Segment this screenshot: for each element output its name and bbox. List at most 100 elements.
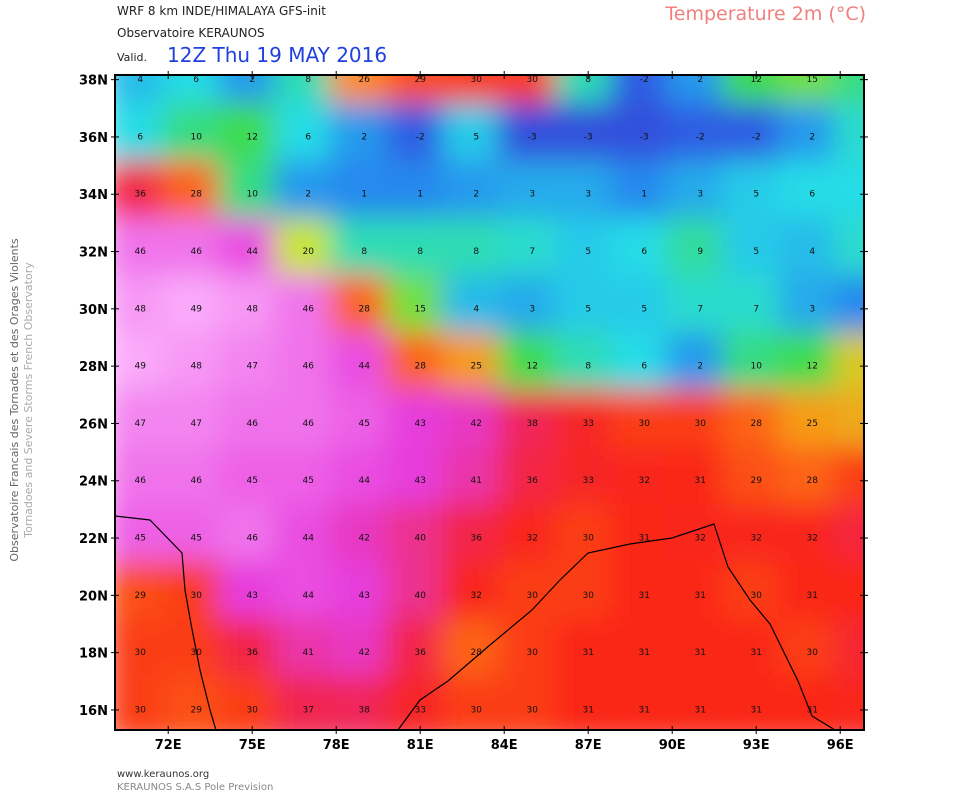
temp-label: 30: [526, 75, 538, 85]
lon-label: 72E: [155, 738, 182, 753]
temp-label: 8: [473, 247, 479, 257]
temp-label: 5: [641, 304, 647, 314]
temp-label: 12: [246, 132, 257, 142]
lon-label: 90E: [659, 738, 686, 753]
temp-label: 43: [414, 476, 425, 486]
temp-label: 36: [134, 190, 146, 200]
lat-label: 34N: [79, 188, 108, 203]
temp-label: 46: [190, 476, 202, 486]
temp-label: 10: [750, 362, 762, 372]
temp-label: 46: [302, 362, 314, 372]
temp-cell: [834, 561, 864, 630]
temp-label: -3: [584, 132, 593, 142]
temp-label: 44: [246, 247, 258, 257]
temp-label: 49: [190, 304, 202, 314]
temp-label: 45: [358, 419, 369, 429]
temp-label: 6: [641, 362, 647, 372]
temp-label: 36: [526, 476, 538, 486]
temp-label: 25: [806, 419, 817, 429]
temp-label: 2: [697, 75, 703, 85]
temp-label: 12: [750, 75, 761, 85]
lon-label: 96E: [827, 738, 854, 753]
temp-label: 46: [190, 247, 202, 257]
temp-label: 28: [414, 362, 426, 372]
temp-label: 6: [809, 190, 815, 200]
lat-label: 26N: [79, 417, 108, 432]
temp-label: 20: [302, 247, 314, 257]
temp-label: 31: [638, 705, 649, 715]
temp-label: 3: [809, 304, 815, 314]
temp-label: 30: [750, 591, 762, 601]
temp-label: 6: [641, 247, 647, 257]
temp-label: 12: [806, 362, 817, 372]
temp-label: 31: [806, 591, 817, 601]
temp-label: 47: [190, 419, 201, 429]
temp-label: 31: [638, 534, 649, 544]
temp-label: 49: [134, 362, 146, 372]
temp-label: 30: [526, 648, 538, 658]
temp-label: 6: [137, 132, 143, 142]
map-field: 4 6 2 8 26 29 30 30 8 -2 2 12 15 106 10 12 6 2 -2 5 -3 -3 -3 -2…: [115, 75, 864, 730]
temp-label: 30: [526, 705, 538, 715]
temp-label: 30: [582, 534, 594, 544]
temp-label: 30: [694, 419, 706, 429]
lat-label: 16N: [79, 704, 108, 719]
temp-label: 29: [134, 591, 146, 601]
org-title: Observatoire KERAUNOS: [117, 26, 265, 40]
temp-label: 8: [585, 75, 591, 85]
temp-label: 7: [753, 304, 759, 314]
lon-label: 87E: [575, 738, 602, 753]
temp-label: 30: [638, 419, 650, 429]
temp-cell: [834, 446, 864, 515]
temp-label: 5: [753, 247, 759, 257]
temp-label: -2: [696, 132, 705, 142]
temp-label: 3: [529, 190, 535, 200]
field-title: Temperature 2m (°C): [664, 3, 866, 25]
temp-label: 5: [473, 132, 479, 142]
temp-label: 28: [358, 304, 370, 314]
temp-label: 4: [809, 247, 815, 257]
lon-label: 78E: [323, 738, 350, 753]
footer-site: www.keraunos.org: [117, 769, 209, 780]
temp-label: 1: [641, 190, 647, 200]
temp-label: 29: [750, 476, 762, 486]
temp-label: 5: [585, 304, 591, 314]
temp-label: 47: [134, 419, 145, 429]
temp-label: 36: [470, 534, 482, 544]
temp-cell: [834, 389, 864, 458]
temp-label: 31: [694, 476, 705, 486]
temp-label: 28: [190, 190, 202, 200]
lat-label: 38N: [79, 74, 108, 89]
temp-label: 28: [470, 648, 482, 658]
temp-label: 43: [414, 419, 425, 429]
temp-label: 2: [809, 132, 815, 142]
temp-label: 30: [470, 75, 482, 85]
temp-cell: [834, 274, 864, 343]
temp-label: 31: [806, 705, 817, 715]
temp-label: -2: [752, 132, 761, 142]
temp-label: -2: [640, 75, 649, 85]
coastline: [115, 515, 836, 730]
temp-label: 31: [750, 648, 761, 658]
temp-label: 26: [358, 75, 370, 85]
lon-label: 84E: [491, 738, 518, 753]
temp-label: 48: [190, 362, 202, 372]
temp-label: 3: [585, 190, 591, 200]
temp-label: 30: [526, 591, 538, 601]
temp-label: 31: [638, 591, 649, 601]
temp-label: 30: [806, 648, 818, 658]
temp-label: 33: [582, 419, 593, 429]
temp-label: -3: [640, 132, 649, 142]
temp-label: 6: [193, 75, 199, 85]
temp-label: 29: [414, 75, 426, 85]
temp-label: 2: [249, 75, 255, 85]
temp-label: 31: [750, 705, 761, 715]
temp-label: 3: [529, 304, 535, 314]
temp-label: 44: [358, 476, 370, 486]
temp-label: 8: [361, 247, 367, 257]
temp-label: 9: [697, 247, 703, 257]
temp-label: 32: [750, 534, 761, 544]
temp-label: 42: [358, 534, 369, 544]
model-title: WRF 8 km INDE/HIMALAYA GFS-init: [117, 4, 326, 18]
temp-label: 2: [697, 362, 703, 372]
